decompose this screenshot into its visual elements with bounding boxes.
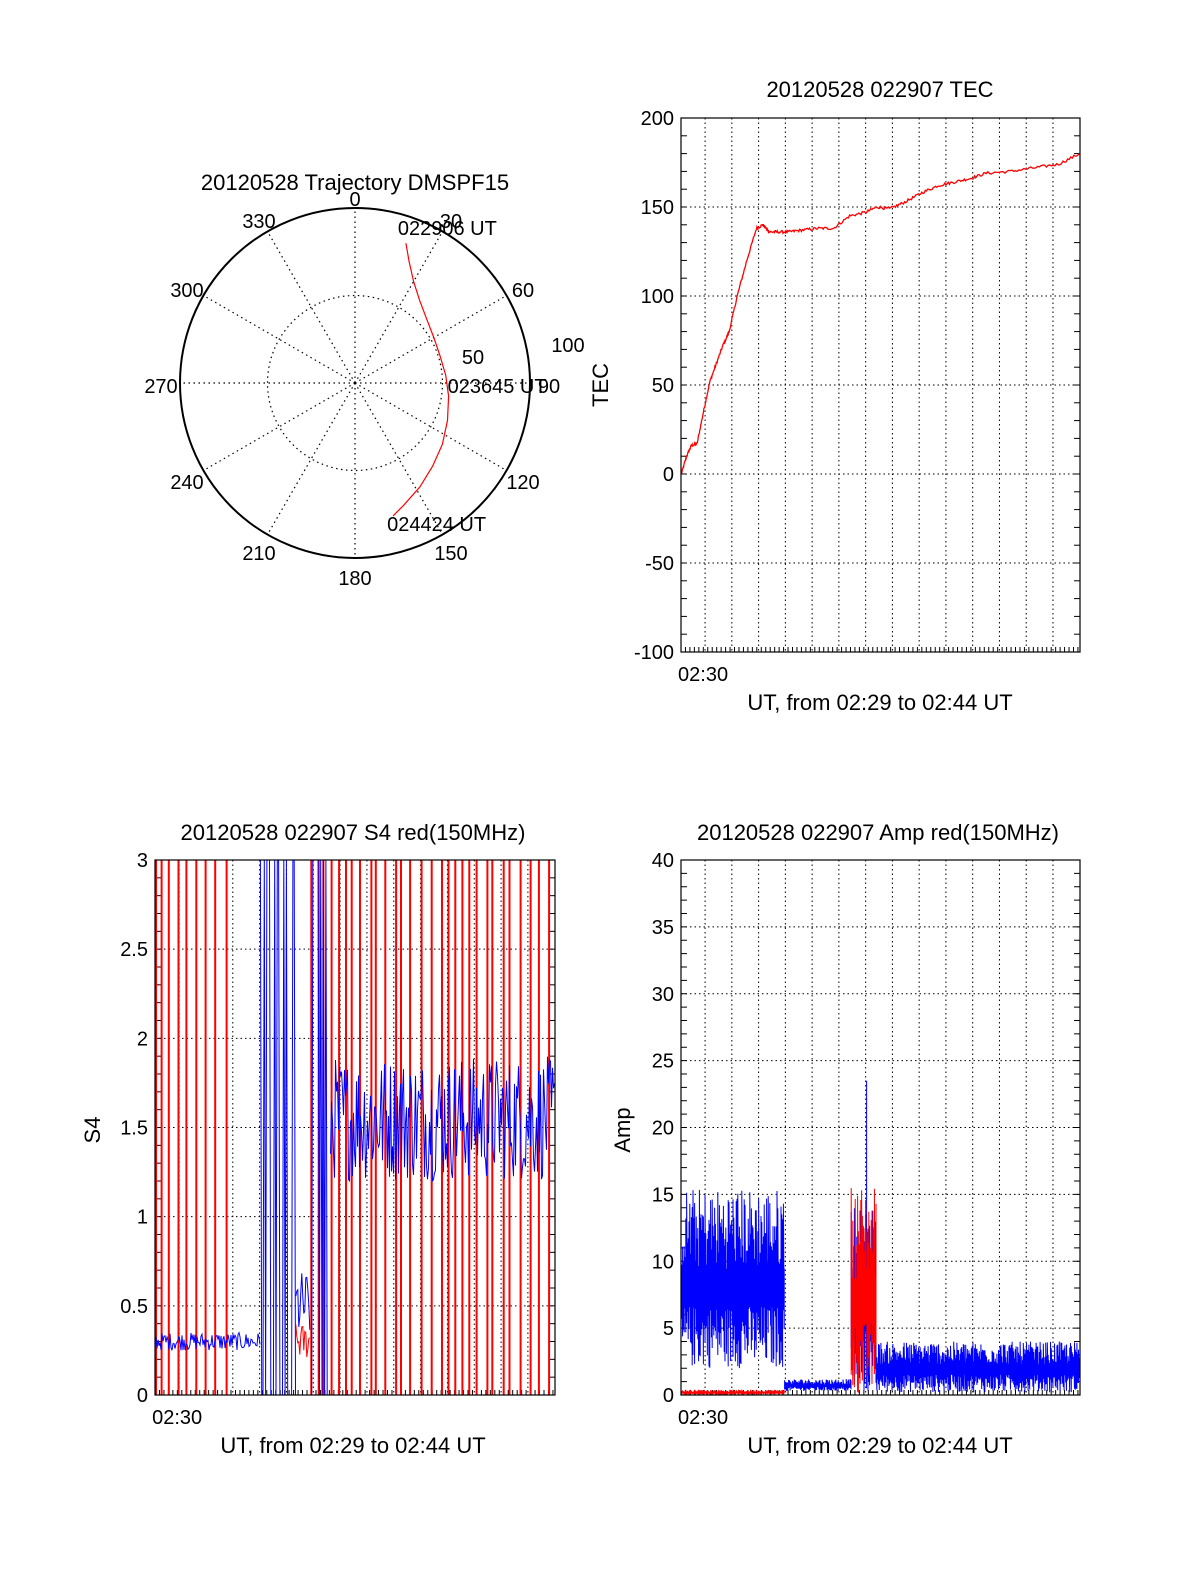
amp-y-tick-labels: 0 5 10 15 20 25 30 35 40 [652, 850, 674, 1407]
amp-trace [850, 1188, 877, 1393]
polar-spoke [354, 294, 507, 384]
tec-grid [681, 118, 1080, 652]
y-tick-label: 35 [652, 917, 674, 939]
polar-spoke [354, 382, 507, 472]
y-tick-label: 100 [641, 286, 674, 308]
tec-title: 20120528 022907 TEC [766, 77, 993, 102]
tec-minor-ticks [680, 117, 1080, 653]
radius-labels: 50 100 [462, 335, 585, 369]
y-tick-label: 3 [137, 850, 148, 872]
polar-spoke [354, 382, 444, 535]
azimuth-label: 210 [242, 543, 275, 565]
azimuth-label: 270 [144, 376, 177, 398]
amp-series [681, 1080, 1080, 1396]
s4-x-tick-labels: 02:30 [152, 1407, 202, 1429]
tec-x-axis-label: UT, from 02:29 to 02:44 UT [747, 690, 1012, 715]
amp-trace [681, 1189, 785, 1369]
azimuth-labels: 0 30 60 90 120 150 180 210 240 270 300 330 [144, 189, 560, 590]
x-tick-label: 02:30 [678, 664, 728, 686]
polar-spoke [266, 382, 356, 535]
trajectory-polar-plot: 20120528 Trajectory DMSPF15 0 30 60 90 120 15… [144, 170, 584, 590]
y-tick-label: 200 [641, 108, 674, 130]
s4-y-axis-label: S4 [80, 1117, 105, 1144]
y-tick-label: 1 [137, 1207, 148, 1229]
amp-x-tick-labels: 02:30 [678, 1407, 728, 1429]
s4-trace [154, 1331, 261, 1351]
y-tick-label: 50 [652, 375, 674, 397]
y-tick-label: 0.5 [120, 1296, 148, 1318]
y-tick-label: 0 [137, 1385, 148, 1407]
polar-ring-50 [266, 294, 444, 472]
azimuth-label: 60 [512, 280, 534, 302]
polar-spoke [203, 294, 356, 384]
s4-title: 20120528 022907 S4 red(150MHz) [181, 820, 526, 845]
trajectory-start-label: 022906 UT [398, 218, 497, 240]
azimuth-label: 30 [440, 211, 462, 233]
y-tick-label: 1.5 [120, 1118, 148, 1140]
s4-x-axis-label: UT, from 02:29 to 02:44 UT [220, 1433, 485, 1458]
y-tick-label: 0 [663, 1385, 674, 1407]
x-tick-label: 02:30 [678, 1407, 728, 1429]
s4-y-tick-labels: 0 0.5 1 1.5 2 2.5 3 [120, 850, 148, 1407]
azimuth-label: 0 [349, 189, 360, 211]
y-tick-label: -100 [634, 642, 674, 664]
azimuth-label: 330 [242, 211, 275, 233]
tec-plot: 20120528 022907 TEC -100-50050100150200 … [588, 77, 1081, 715]
tec-x-tick-labels: 02:30 [678, 664, 728, 686]
trajectory-middle-label: 023645 UT [448, 376, 547, 398]
polar-grid [180, 208, 530, 558]
y-tick-label: -50 [645, 553, 674, 575]
y-tick-label: 15 [652, 1184, 674, 1206]
trajectory-line [392, 243, 450, 517]
azimuth-label: 90 [538, 376, 560, 398]
amp-plot: 20120528 022907 Amp red(150MHz) 0 5 10 15 20… [610, 820, 1081, 1458]
amp-y-axis-label: Amp [610, 1107, 635, 1152]
y-tick-label: 40 [652, 850, 674, 872]
y-tick-label: 25 [652, 1051, 674, 1073]
s4-trace [295, 1324, 311, 1358]
azimuth-label: 300 [170, 280, 203, 302]
x-tick-label: 02:30 [152, 1407, 202, 1429]
trajectory-title: 20120528 Trajectory DMSPF15 [201, 170, 509, 195]
trajectory-end-label: 024424 UT [387, 514, 486, 536]
azimuth-label: 120 [506, 472, 539, 494]
amp-frame [680, 859, 1081, 1396]
y-tick-label: 2 [137, 1028, 148, 1050]
radius-label: 50 [462, 347, 484, 369]
amp-trace [875, 1341, 1080, 1393]
radius-label: 100 [551, 335, 584, 357]
tec-series-line [680, 153, 1081, 475]
tec-frame [680, 117, 1081, 653]
amp-title: 20120528 022907 Amp red(150MHz) [697, 820, 1059, 845]
amp-x-axis-label: UT, from 02:29 to 02:44 UT [747, 1433, 1012, 1458]
amp-trace [681, 1389, 785, 1396]
y-tick-label: 2.5 [120, 939, 148, 961]
y-tick-label: 20 [652, 1118, 674, 1140]
y-tick-label: 30 [652, 984, 674, 1006]
amp-trace [784, 1378, 852, 1392]
tec-y-axis-label: TEC [588, 363, 613, 407]
azimuth-label: 180 [338, 568, 371, 590]
s4-plot: 20120528 022907 S4 red(150MHz) 0 0.5 1 1.5 2… [80, 820, 556, 1458]
s4-trace [295, 1273, 311, 1330]
polar-spoke [354, 231, 444, 384]
azimuth-label: 240 [170, 472, 203, 494]
s4-trace [330, 1056, 555, 1183]
y-tick-label: 5 [663, 1318, 674, 1340]
y-tick-label: 10 [652, 1251, 674, 1273]
polar-spoke [266, 231, 356, 384]
polar-spoke [203, 382, 356, 472]
azimuth-label: 150 [434, 543, 467, 565]
y-tick-label: 0 [663, 464, 674, 486]
tec-y-tick-labels: -100 -50 0 50 100 150 200 [634, 108, 674, 664]
polar-outer-ring [179, 207, 531, 559]
s4-series [154, 859, 555, 1396]
y-tick-label: 150 [641, 197, 674, 219]
s4-frame [154, 859, 556, 1396]
